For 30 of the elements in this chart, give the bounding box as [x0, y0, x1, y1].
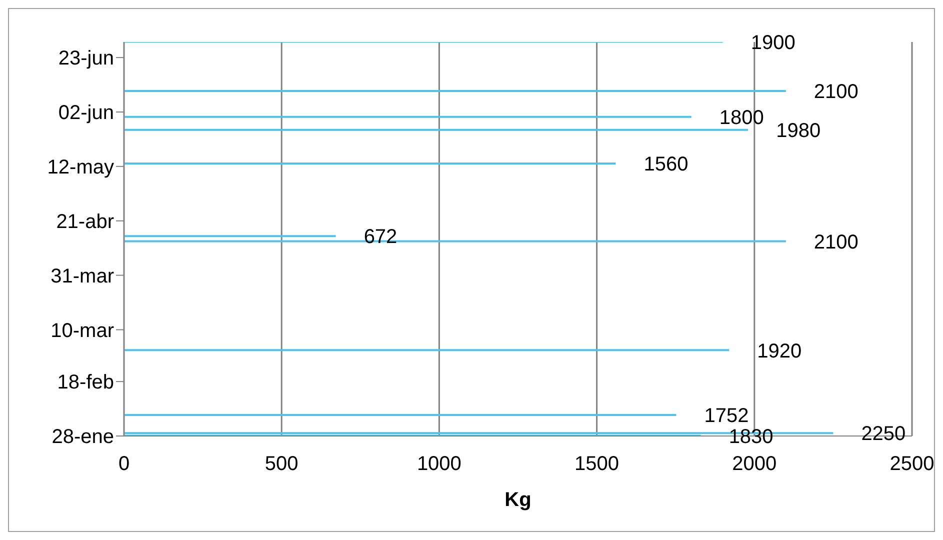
y-tick-label: 10-mar	[50, 320, 114, 342]
y-tick-label: 28-ene	[52, 426, 114, 448]
data-label: 1900	[750, 32, 796, 54]
y-tick-label: 23-jun	[58, 48, 114, 70]
x-tick-label: 1000	[416, 453, 462, 476]
data-label: 1920	[757, 340, 802, 362]
bar	[124, 162, 616, 165]
y-tick-label: 12-may	[47, 156, 114, 179]
y-tick-label: 31-mar	[50, 265, 114, 288]
data-label: 2100	[814, 231, 858, 254]
bar	[124, 128, 748, 131]
x-tick-label: 1500	[574, 453, 620, 476]
y-tick-label: 21-abr	[56, 210, 114, 233]
bar	[124, 90, 786, 92]
x-tick-label: 0	[118, 453, 130, 476]
x-tick-label: 2000	[732, 453, 777, 476]
x-tick-label: 500	[264, 453, 298, 476]
bar	[124, 414, 676, 416]
y-tick-label: 02-jun	[58, 102, 114, 124]
data-label: 2100	[814, 81, 858, 104]
data-label: 1800	[719, 106, 764, 129]
bar	[124, 235, 336, 238]
data-label: 1752	[704, 405, 749, 428]
data-label: 1560	[644, 154, 688, 176]
data-label: 1980	[776, 120, 821, 142]
y-tick-label: 18-feb	[57, 372, 114, 394]
x-tick-label: 2500	[890, 453, 934, 476]
data-label: 2250	[861, 423, 906, 446]
bar	[124, 116, 692, 118]
x-axis-title: Kg	[504, 489, 532, 511]
